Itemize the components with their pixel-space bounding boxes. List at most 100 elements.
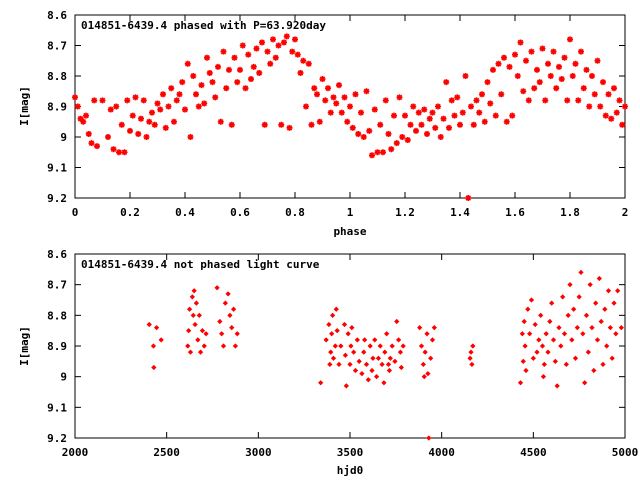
data-point (365, 377, 371, 383)
data-point (322, 97, 329, 104)
data-point (220, 48, 227, 55)
data-point (399, 134, 406, 140)
data-point (237, 66, 243, 73)
data-point (219, 331, 225, 337)
data-point (99, 97, 106, 104)
data-point (227, 312, 233, 318)
data-point (342, 352, 349, 358)
data-point (212, 94, 219, 101)
data-point (528, 48, 535, 55)
data-point (498, 91, 505, 98)
data-point (428, 355, 434, 361)
x-tick-label: 1 (347, 206, 354, 219)
x-tick-label: 2500 (153, 446, 180, 459)
data-point (571, 306, 577, 312)
y-tick-label: 8.8 (47, 309, 67, 322)
data-point (217, 118, 224, 125)
data-point (173, 97, 180, 104)
data-point (611, 300, 617, 306)
data-point (377, 343, 383, 349)
data-point (264, 48, 271, 55)
data-point (468, 103, 474, 110)
data-point (536, 79, 543, 86)
data-point (143, 134, 150, 140)
data-point (327, 361, 333, 368)
data-point (198, 82, 205, 89)
data-point (220, 343, 227, 349)
data-point (360, 134, 367, 140)
data-point (520, 88, 527, 95)
data-point (465, 195, 472, 201)
data-point (85, 130, 92, 137)
data-point (193, 91, 199, 98)
data-point (229, 324, 235, 331)
data-point (338, 109, 345, 116)
data-point (509, 112, 516, 119)
y-tick-label: 9 (60, 131, 67, 144)
data-point (613, 331, 619, 337)
data-point (431, 324, 437, 331)
data-point (605, 91, 612, 98)
data-point (539, 343, 546, 349)
data-point (490, 66, 496, 73)
data-point (421, 106, 428, 113)
data-point (186, 328, 192, 334)
data-point (492, 112, 499, 119)
data-point (203, 331, 209, 337)
data-point (517, 39, 524, 46)
data-point (545, 349, 551, 355)
data-point (352, 367, 359, 374)
data-point (402, 112, 408, 119)
data-point (549, 300, 555, 306)
data-point (404, 137, 411, 144)
data-point (149, 109, 155, 116)
data-point (278, 121, 285, 128)
data-point (239, 42, 246, 49)
data-point (135, 130, 142, 137)
data-point (121, 149, 128, 156)
data-point (440, 115, 447, 122)
data-point (261, 121, 268, 128)
data-point (398, 364, 404, 371)
data-point (91, 97, 98, 104)
data-point (361, 349, 367, 355)
y-tick-label: 8.9 (47, 340, 67, 353)
data-point (567, 282, 573, 288)
data-point (454, 94, 461, 101)
data-point (517, 380, 524, 386)
data-point (574, 324, 580, 331)
y-tick-label: 9.2 (47, 192, 67, 205)
data-point (541, 361, 547, 368)
data-point (283, 33, 290, 40)
data-point (608, 115, 615, 122)
data-point (532, 321, 538, 328)
data-point (600, 79, 606, 86)
data-point (558, 76, 565, 83)
data-point (191, 288, 197, 294)
data-point (470, 121, 477, 128)
data-point (344, 118, 351, 125)
data-point (354, 337, 360, 343)
data-point (519, 331, 525, 337)
data-point (605, 288, 612, 294)
data-point (318, 380, 324, 386)
x-tick-label: 5000 (612, 446, 639, 459)
data-point (468, 349, 474, 355)
data-point (616, 97, 623, 104)
data-point (534, 66, 540, 73)
data-point (366, 127, 373, 134)
data-point (160, 91, 166, 98)
data-point (259, 39, 265, 46)
data-point (327, 109, 334, 116)
data-point (540, 374, 547, 380)
x-tick-label: 3000 (245, 446, 272, 459)
data-point (459, 109, 466, 116)
data-point (371, 106, 378, 113)
data-point (328, 349, 334, 355)
data-point (619, 121, 626, 128)
data-point (162, 124, 169, 131)
data-point (451, 112, 458, 119)
data-point (356, 358, 362, 364)
data-point (345, 331, 351, 337)
data-point (347, 361, 353, 368)
